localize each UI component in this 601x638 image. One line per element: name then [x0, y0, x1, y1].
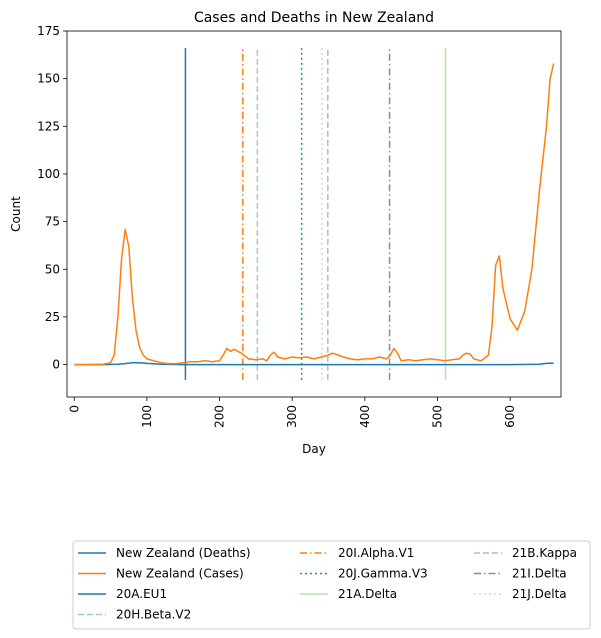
legend-label: New Zealand (Cases)	[116, 567, 244, 581]
legend-label: 20I.Alpha.V1	[338, 546, 414, 560]
legend-label: 21A.Delta	[338, 587, 397, 601]
y-tick-label: 175	[37, 24, 60, 38]
x-tick-label: 600	[503, 405, 517, 428]
legend-label: 21B.Kappa	[512, 546, 577, 560]
x-tick-label: 200	[213, 405, 227, 428]
legend-label: 20J.Gamma.V3	[338, 567, 428, 581]
x-tick-label: 300	[285, 405, 299, 428]
x-axis: 0 100 200 300 400 500 600	[67, 397, 517, 428]
chart-title: Cases and Deaths in New Zealand	[194, 10, 434, 26]
y-tick-label: 75	[45, 215, 60, 229]
legend-label: 21J.Delta	[512, 587, 567, 601]
x-tick-label: 100	[140, 405, 154, 428]
x-tick-label: 500	[431, 405, 445, 428]
plot-area	[74, 48, 555, 380]
x-axis-label: Day	[302, 442, 326, 456]
x-tick-label: 400	[358, 405, 372, 428]
legend-label: 20H.Beta.V2	[116, 608, 191, 622]
series-line-cases	[74, 63, 555, 366]
y-tick-label: 100	[37, 167, 60, 181]
legend-label: 20A.EU1	[116, 587, 167, 601]
series-line-deaths	[74, 361, 554, 366]
y-axis: 0 25 50 75 100 125 150 175	[37, 24, 67, 372]
y-tick-label: 0	[52, 358, 60, 372]
legend-label: 21I.Delta	[512, 567, 567, 581]
y-axis-label: Count	[9, 196, 23, 232]
legend: New Zealand (Deaths) New Zealand (Cases) 2…	[72, 540, 591, 630]
legend-label: New Zealand (Deaths)	[116, 546, 251, 560]
plot-frame	[66, 30, 562, 398]
x-tick-label: 0	[67, 405, 81, 413]
y-tick-label: 150	[37, 72, 60, 86]
y-tick-label: 50	[45, 262, 60, 276]
legend-box	[72, 540, 591, 630]
y-tick-label: 25	[45, 310, 60, 324]
y-tick-label: 125	[37, 119, 60, 133]
